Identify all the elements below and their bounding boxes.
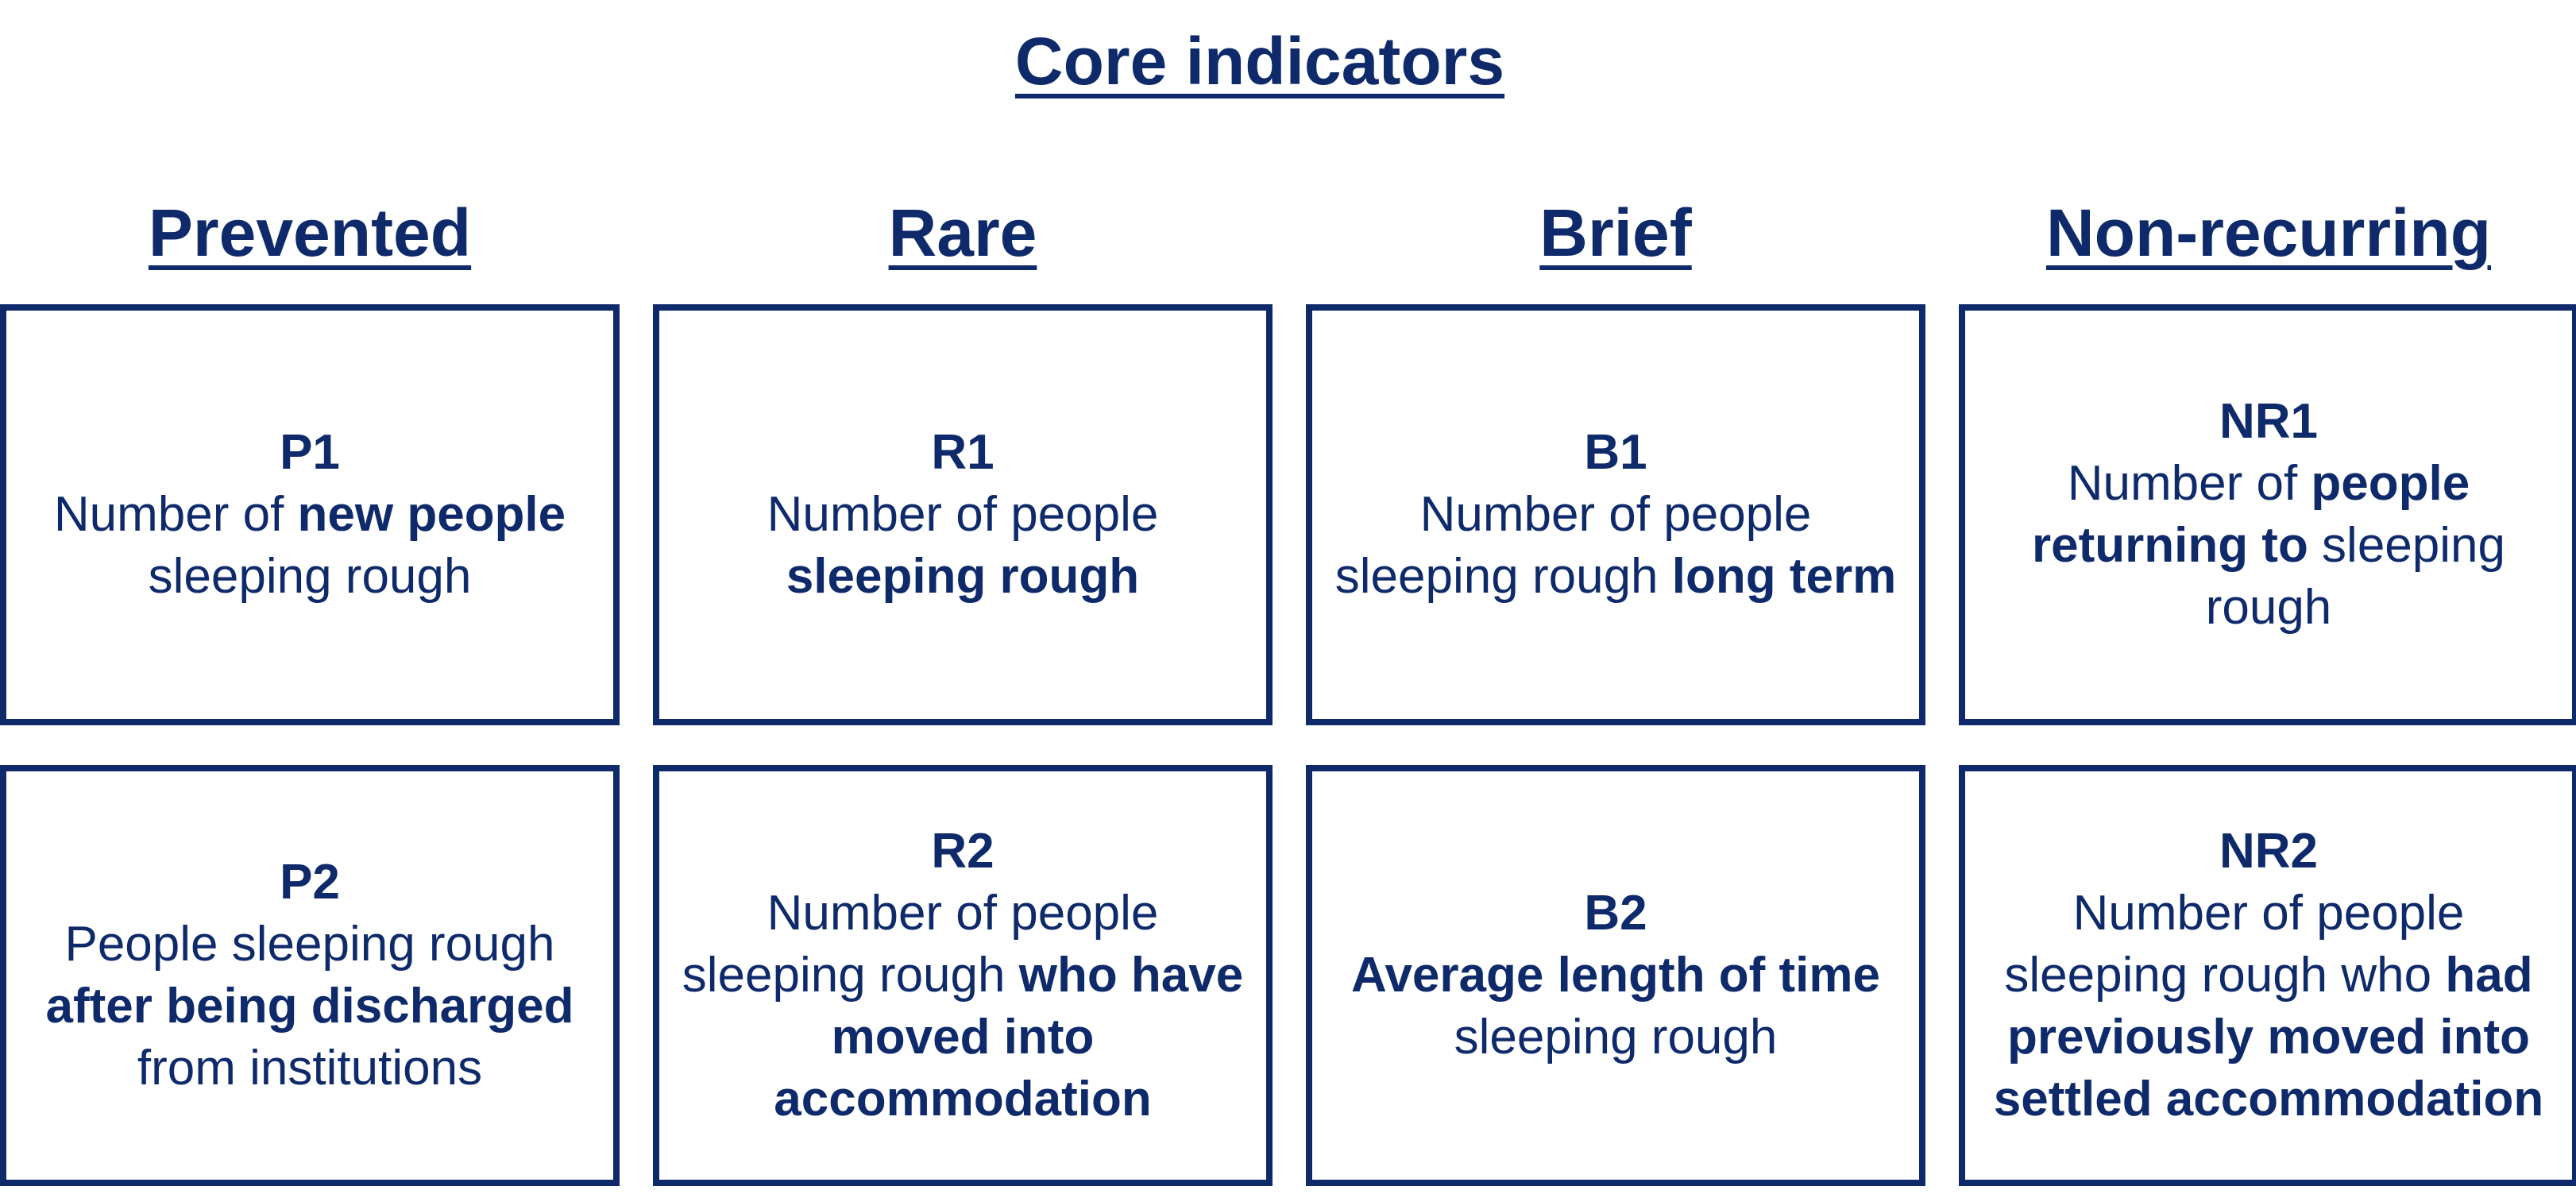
description-text: sleeping rough xyxy=(2205,518,2506,635)
column-header-rare: Rare xyxy=(888,195,1037,270)
description-text: from institutions xyxy=(137,1041,483,1095)
indicator-description: Number of people sleeping rough who had … xyxy=(1965,883,2572,1130)
indicator-description: Number of new people sleeping rough xyxy=(6,484,613,608)
description-text: Number of people sleeping rough xyxy=(1334,487,1812,604)
description-text: sleeping rough xyxy=(148,549,472,604)
description-text: Number of people xyxy=(767,487,1159,542)
indicator-description: Number of people returning to sleeping r… xyxy=(1965,453,2572,639)
description-bold-text: had previously moved into settled accomm… xyxy=(1993,948,2544,1126)
description-bold-text: sleeping rough xyxy=(786,549,1140,604)
description-bold-text: Average length of time xyxy=(1350,948,1881,1003)
indicator-code: NR1 xyxy=(2219,394,2319,449)
indicator-code: B1 xyxy=(1584,425,1647,480)
indicator-box-r1: R1 Number of people sleeping rough xyxy=(653,304,1273,725)
indicator-box-b2: B2 Average length of time sleeping rough xyxy=(1306,765,1925,1186)
description-text: Number of xyxy=(53,487,298,542)
description-text: sleeping rough xyxy=(1454,1010,1778,1065)
description-bold-text: after being discharged xyxy=(45,979,574,1034)
indicator-description: Number of people sleeping rough long ter… xyxy=(1312,484,1919,608)
indicator-code: R2 xyxy=(931,824,994,879)
indicator-code: R1 xyxy=(931,425,994,480)
indicator-description: Number of people sleeping rough xyxy=(659,484,1266,608)
indicator-code: B2 xyxy=(1584,886,1647,941)
indicator-description: People sleeping rough after being discha… xyxy=(6,914,613,1099)
indicator-description: Number of people sleeping rough who have… xyxy=(659,883,1266,1130)
description-bold-text: who have moved into accommodation xyxy=(774,948,1244,1126)
column-header-prevented: Prevented xyxy=(148,195,472,270)
indicator-box-p2: P2 People sleeping rough after being dis… xyxy=(0,765,620,1186)
column-header-non-recurring: Non-recurring xyxy=(2045,195,2492,270)
indicator-box-r2: R2 Number of people sleeping rough who h… xyxy=(653,765,1273,1186)
description-text: Number of xyxy=(2067,456,2311,511)
description-text: People sleeping rough xyxy=(64,917,555,972)
description-text: Number of people sleeping rough xyxy=(682,886,1159,1003)
page-title: Core indicators xyxy=(1014,24,1505,99)
indicator-code: P1 xyxy=(280,425,340,480)
indicator-box-nr1: NR1 Number of people returning to sleepi… xyxy=(1959,304,2576,725)
description-bold-text: new people xyxy=(297,487,566,542)
indicator-code: NR2 xyxy=(2219,824,2319,879)
indicator-box-b1: B1 Number of people sleeping rough long … xyxy=(1306,304,1925,725)
indicator-box-nr2: NR2 Number of people sleeping rough who … xyxy=(1959,765,2576,1186)
indicator-box-p1: P1 Number of new people sleeping rough xyxy=(0,304,620,725)
indicator-description: Average length of time sleeping rough xyxy=(1312,945,1919,1068)
indicator-code: P2 xyxy=(280,855,340,910)
description-bold-text: people returning to xyxy=(2031,456,2470,573)
column-header-brief: Brief xyxy=(1539,195,1692,270)
description-bold-text: long term xyxy=(1671,549,1897,604)
description-text: Number of people sleeping rough who xyxy=(2004,886,2465,1003)
